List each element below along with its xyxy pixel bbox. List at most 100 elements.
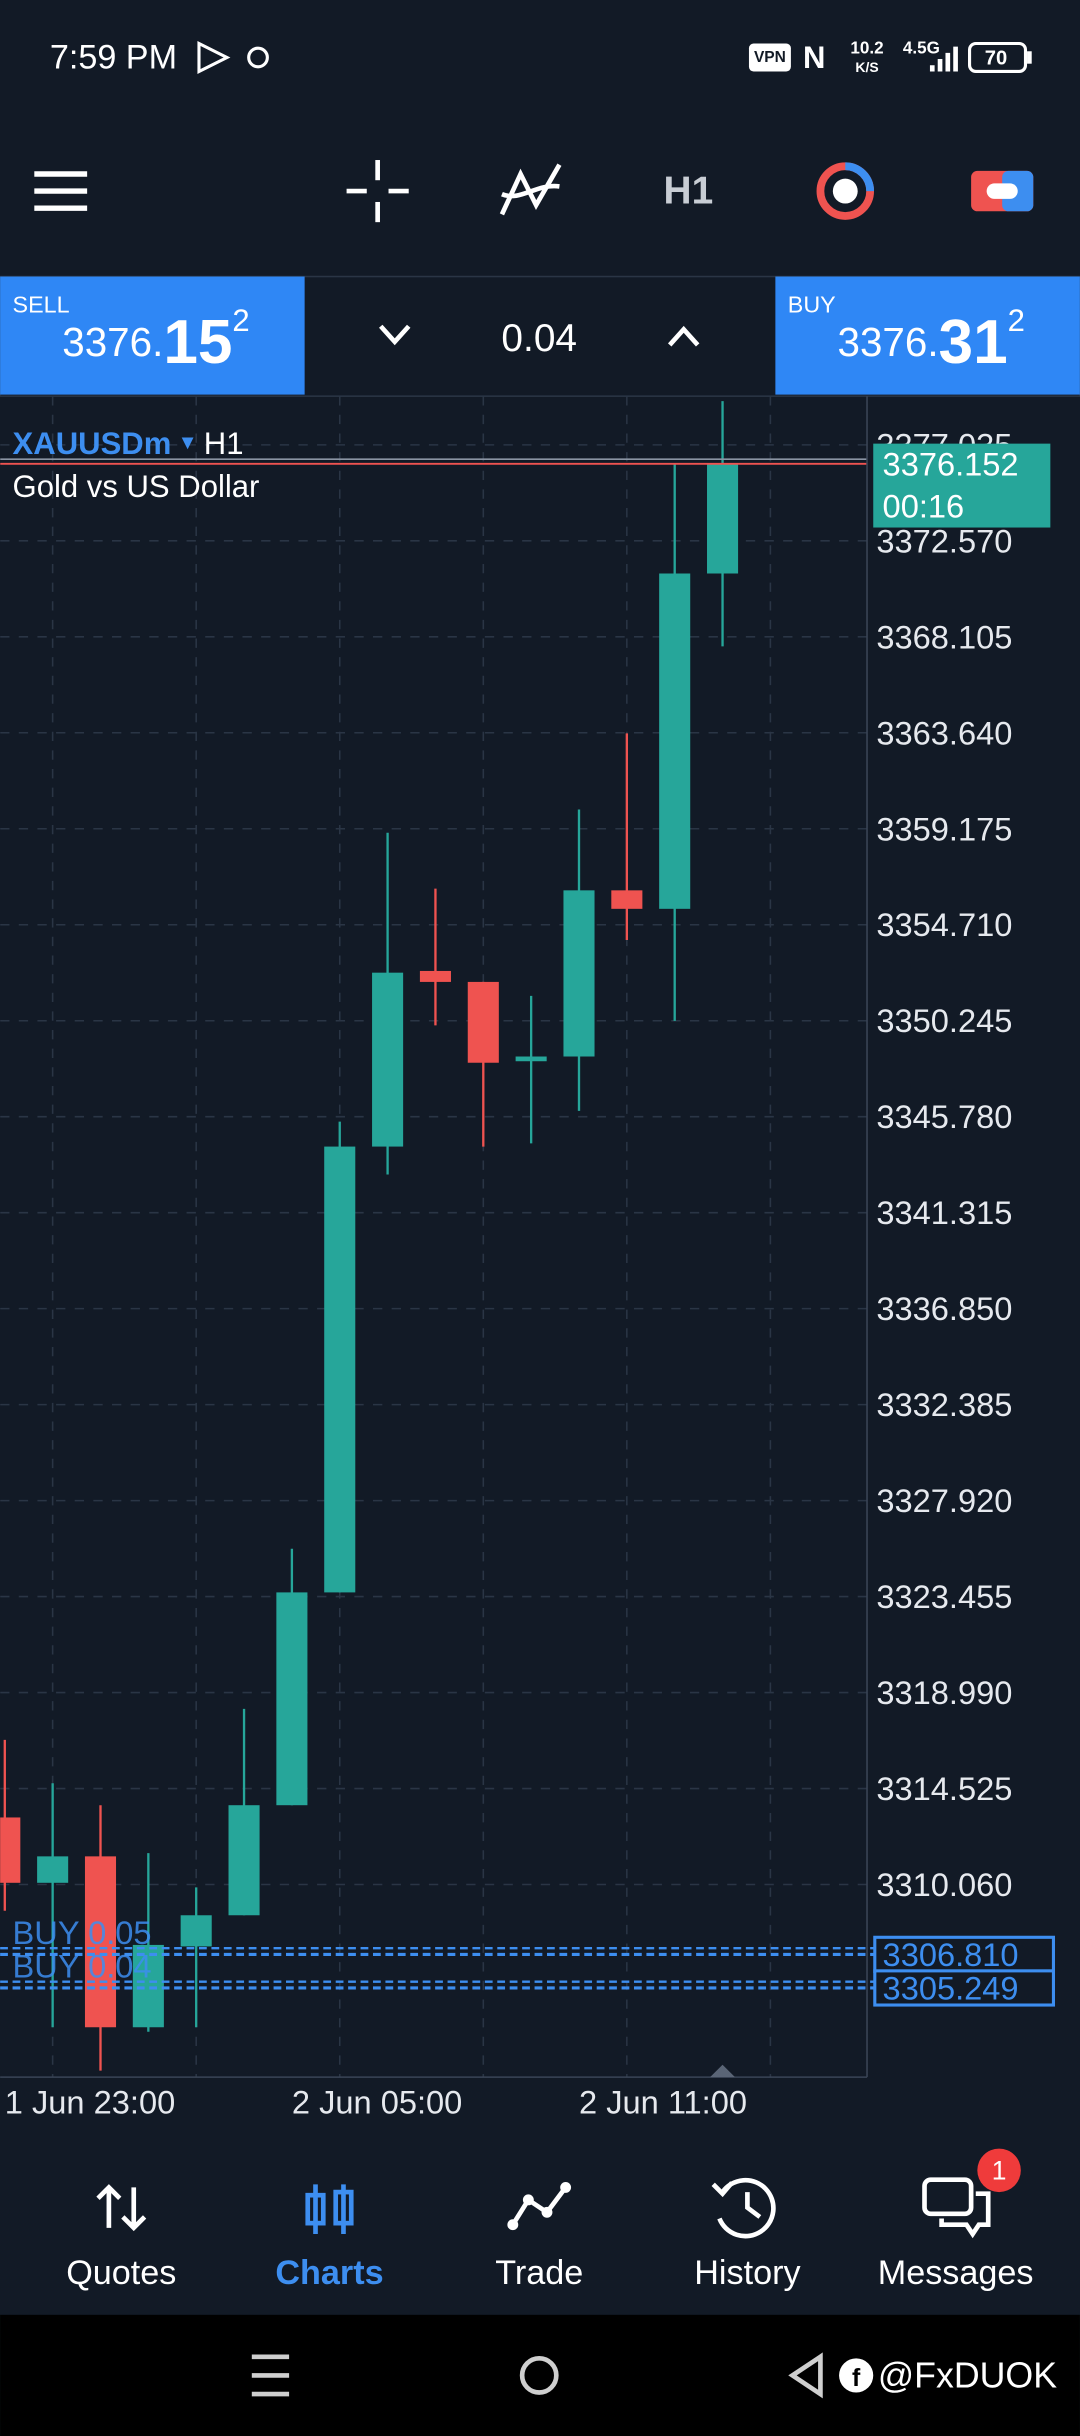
- x-tick-label: 2 Jun 11:00: [579, 2083, 747, 2120]
- y-tick-label: 3359.175: [876, 810, 1012, 847]
- home-button[interactable]: [519, 2355, 559, 2395]
- candle-body: [659, 573, 691, 909]
- timeframe-button[interactable]: H1: [664, 170, 714, 213]
- signal-icon: [929, 46, 958, 72]
- battery-tip: [1027, 51, 1032, 64]
- objects-button[interactable]: [816, 162, 875, 220]
- nav-label: Messages: [878, 2254, 1034, 2292]
- order-price-box: [873, 1969, 1056, 2007]
- nav-history[interactable]: History: [694, 2177, 801, 2292]
- order-price-box: [873, 1935, 1056, 1974]
- order-price: 3306.810: [883, 1936, 1019, 1973]
- price-big: 15: [163, 307, 232, 376]
- y-tick-label: 3332.385: [876, 1386, 1012, 1423]
- price-prefix: 3376.: [62, 319, 163, 365]
- nav-label: Quotes: [66, 2254, 176, 2292]
- nfc-icon: N: [803, 40, 825, 75]
- toolbar: H1: [34, 160, 1034, 223]
- scroll-marker: [710, 2064, 735, 2078]
- symbol-arrow: ▼: [178, 432, 198, 454]
- bottom-nav: Quotes Charts Trade History Messages 1: [66, 2148, 1034, 2292]
- y-tick-label: 3354.710: [876, 906, 1012, 943]
- candle-body: [563, 890, 595, 1057]
- trade-button[interactable]: [971, 170, 1034, 212]
- candle-body: [0, 1817, 21, 1883]
- candle-body: [467, 981, 499, 1063]
- lot-size[interactable]: 0.04: [501, 317, 577, 360]
- system-nav: [0, 2314, 1080, 2436]
- nav-messages[interactable]: Messages 1: [878, 2148, 1034, 2292]
- battery-icon: [968, 41, 1028, 74]
- nav-quotes[interactable]: Quotes: [66, 2184, 176, 2292]
- plot-area[interactable]: [0, 396, 868, 2078]
- x-tick-label: 2 Jun 05:00: [292, 2083, 462, 2120]
- buy-button[interactable]: BUY 3376.312: [775, 276, 1080, 395]
- vpn-text: VPN: [754, 49, 786, 66]
- price-tag-countdown: 00:16: [883, 487, 965, 524]
- menu-button[interactable]: [34, 171, 88, 211]
- watermark-icon-letter: f: [852, 2365, 861, 2392]
- nav-trade[interactable]: Trade: [495, 2181, 583, 2292]
- symbol[interactable]: XAUUSDm: [13, 425, 172, 460]
- nav-label: History: [694, 2254, 801, 2292]
- candle-body: [84, 1856, 117, 2028]
- nav-label: Charts: [275, 2254, 383, 2292]
- chart-symbol: XAUUSDm ▼ H1: [13, 425, 244, 460]
- sell-label: SELL: [13, 291, 70, 317]
- vpn-badge: [748, 43, 791, 72]
- y-tick-label: 3323.455: [876, 1578, 1012, 1615]
- price-tag: [873, 443, 1051, 528]
- badge-count: 1: [992, 2155, 1007, 2185]
- order-price: 3305.249: [883, 1969, 1019, 2006]
- trade-panel: SELL 3376.152 0.04 BUY 3376.312: [0, 275, 1080, 397]
- nav-charts[interactable]: Charts: [275, 2184, 384, 2292]
- buy-label: BUY: [788, 291, 836, 317]
- y-tick-label: 3310.060: [876, 1866, 1012, 1903]
- candle-body: [37, 1856, 69, 1883]
- chart-subtitle: Gold vs US Dollar: [13, 469, 260, 504]
- recents-button[interactable]: [251, 2354, 290, 2397]
- candle-body: [611, 890, 643, 909]
- watermark-icon: [839, 2358, 874, 2393]
- candle-body: [419, 970, 451, 982]
- lot-decrease[interactable]: [379, 324, 411, 346]
- candle-body: [324, 1146, 356, 1593]
- y-tick-label: 3314.525: [876, 1770, 1012, 1807]
- status-bar: 7:59 PM VPN N 10.2 K/S 4.5G 70: [50, 38, 1032, 76]
- price-prefix: 3376.: [838, 319, 939, 365]
- price-small: 2: [232, 303, 249, 338]
- speed-unit: K/S: [855, 59, 878, 75]
- indicators-button[interactable]: [499, 163, 562, 216]
- battery-level: 70: [985, 47, 1007, 69]
- status-time: 7:59 PM: [50, 38, 177, 76]
- buy-price: 3376.312: [838, 303, 1025, 377]
- crosshair-button[interactable]: [346, 160, 409, 223]
- status-icon: [247, 46, 269, 69]
- candle-body: [372, 972, 404, 1147]
- candle-body: [180, 1915, 212, 1947]
- y-tick-label: 3327.920: [876, 1482, 1012, 1519]
- candle-body: [228, 1805, 260, 1916]
- back-button[interactable]: [788, 2352, 823, 2399]
- y-tick-label: 3336.850: [876, 1290, 1012, 1327]
- candle-body: [132, 1944, 164, 2028]
- speed: 10.2: [850, 39, 883, 58]
- lot-increase[interactable]: [667, 325, 700, 347]
- price-tag-value: 3376.152: [883, 445, 1019, 482]
- order-label: BUY 0.05: [13, 1914, 152, 1951]
- chart-overlay: XAUUSDm ▼ H1 Gold vs US Dollar: [13, 425, 735, 2078]
- chart-timeframe: H1: [204, 425, 244, 460]
- network: 4.5G: [903, 39, 940, 58]
- y-tick-label: 3368.105: [876, 618, 1012, 655]
- sell-price: 3376.152: [62, 303, 249, 377]
- y-tick-label: 3372.570: [876, 522, 1012, 559]
- candle-body: [515, 1056, 547, 1062]
- sell-button[interactable]: SELL 3376.152: [0, 276, 305, 395]
- y-tick-label: 3350.245: [876, 1002, 1012, 1039]
- candle-body: [276, 1592, 308, 1806]
- watermark: @FxDUOK: [878, 2355, 1057, 2395]
- y-tick-label: 3363.640: [876, 714, 1012, 751]
